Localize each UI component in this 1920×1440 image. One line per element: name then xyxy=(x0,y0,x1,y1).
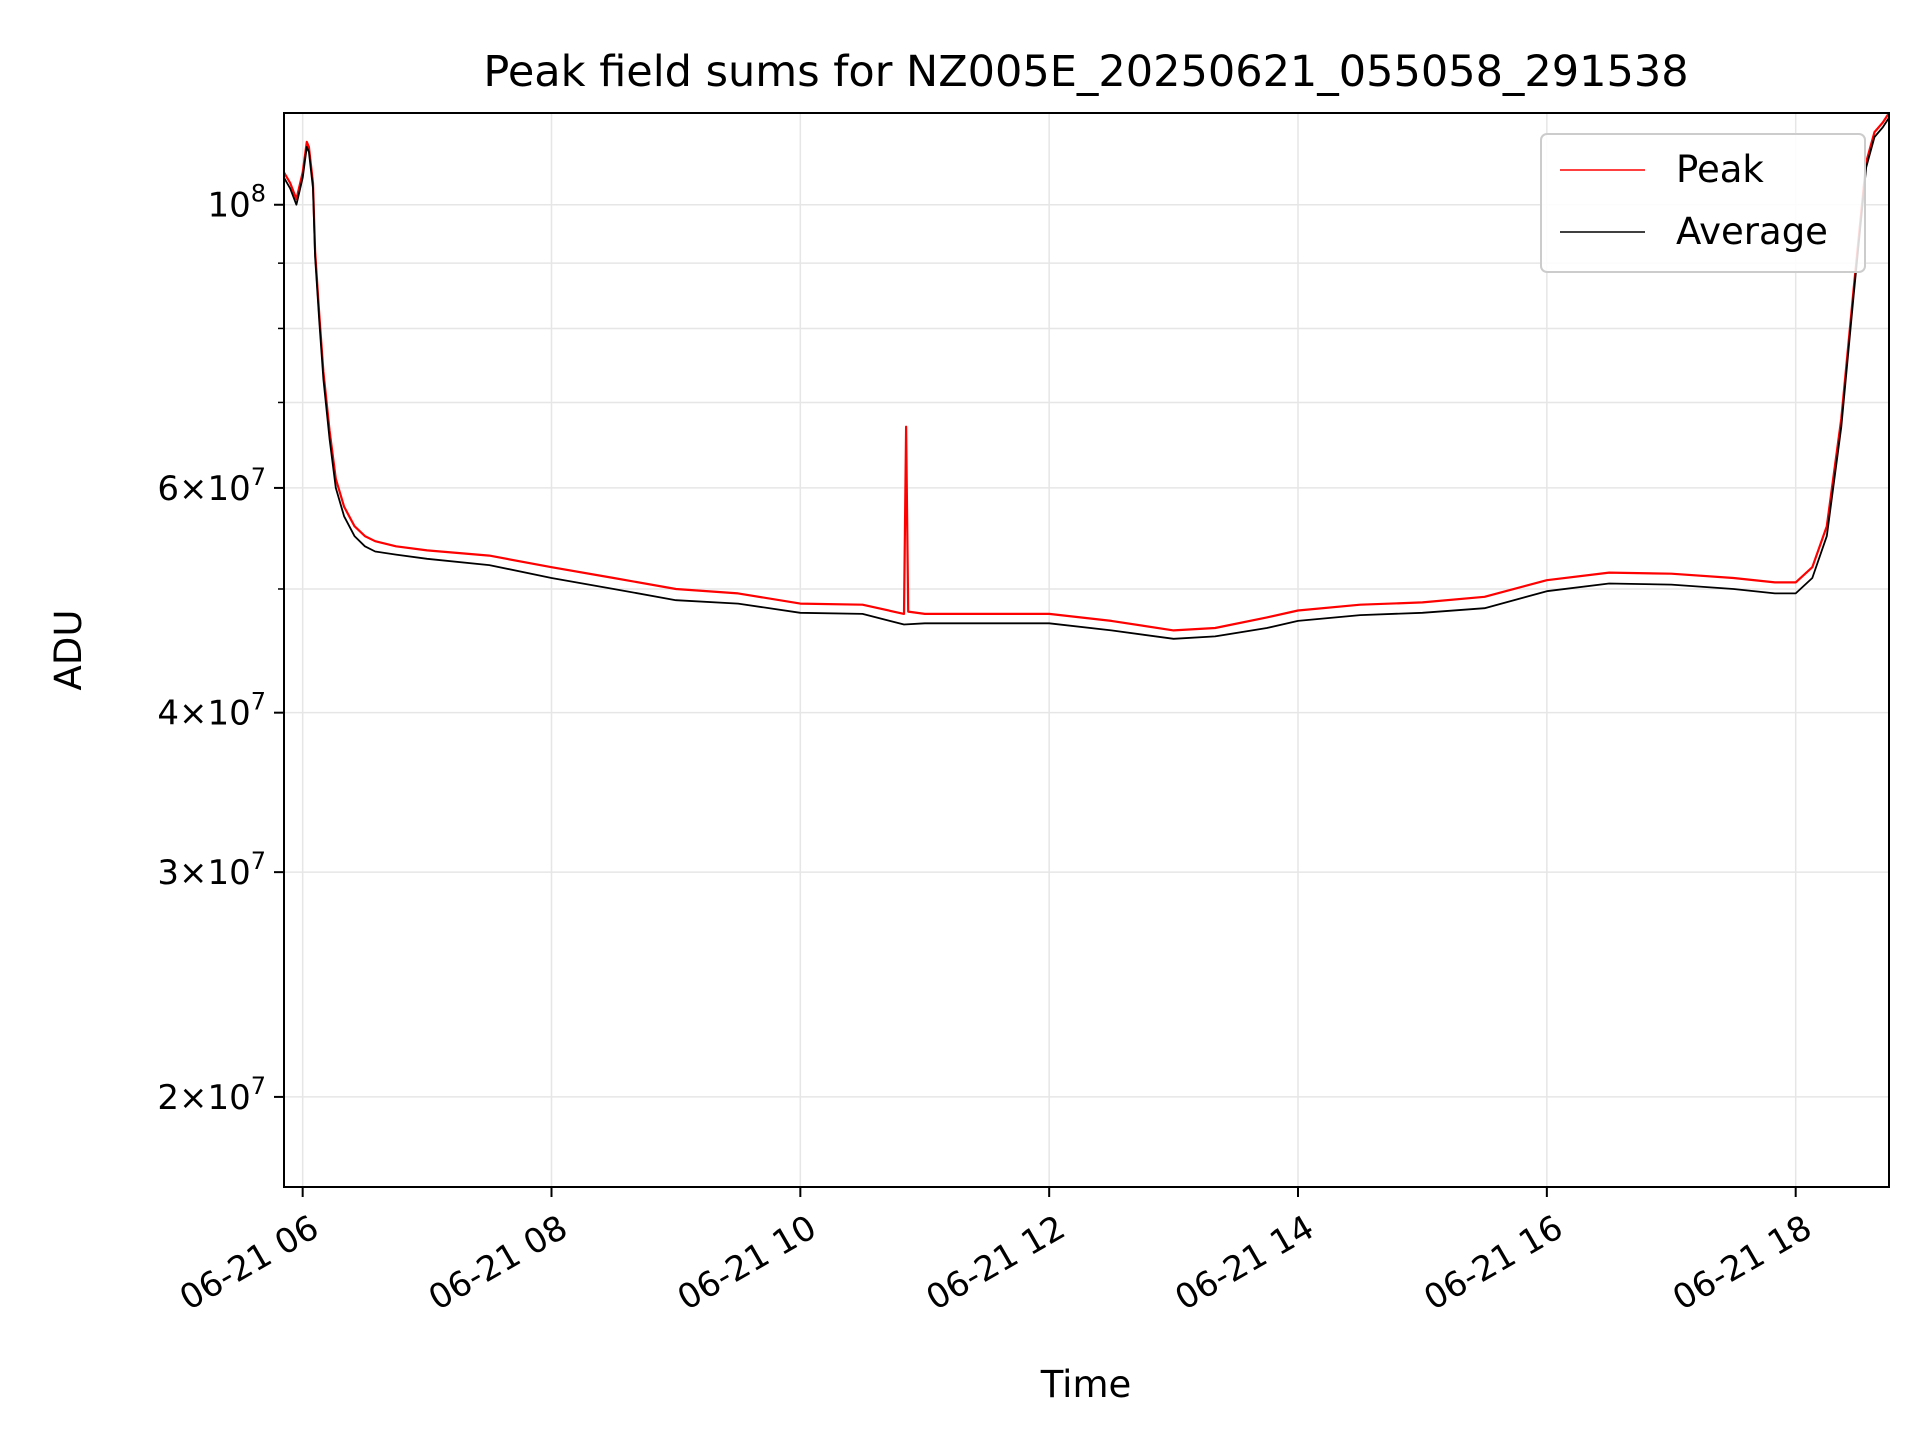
x-axis-label: Time xyxy=(1040,1363,1132,1406)
legend-box xyxy=(1540,133,1866,273)
chart-title: Peak field sums for NZ005E_20250621_0550… xyxy=(483,47,1688,97)
legend-label-average: Average xyxy=(1676,210,1828,253)
legend: Peak Average xyxy=(1540,133,1866,273)
y-tick-label: 2×107 xyxy=(157,1072,266,1118)
series-line-average xyxy=(283,117,1890,640)
series-layer xyxy=(283,112,1890,640)
legend-label-peak: Peak xyxy=(1676,148,1764,191)
y-tick-label: 4×107 xyxy=(157,688,266,734)
y-axis-label: ADU xyxy=(47,610,90,691)
axes-frame xyxy=(283,112,1890,1188)
y-tick-label: 108 xyxy=(207,180,266,226)
y-tick-label: 3×107 xyxy=(157,847,266,893)
y-tick-label: 6×107 xyxy=(157,463,266,509)
grid-layer xyxy=(284,113,1889,1187)
